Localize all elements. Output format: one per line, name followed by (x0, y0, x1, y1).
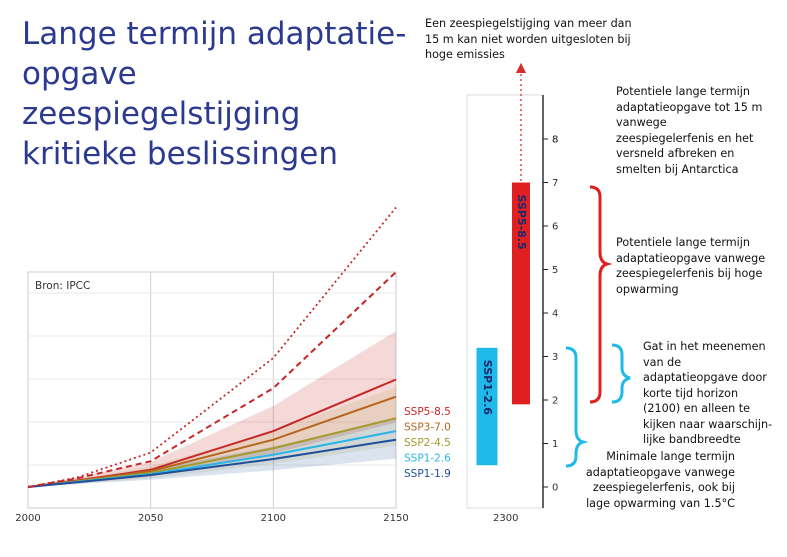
source-label: Bron: IPCC (35, 280, 90, 292)
brace-high (589, 185, 613, 404)
range-bar-label: SSP1-2.6 (481, 360, 494, 415)
y-tick-label: 7 (552, 178, 558, 189)
page-title: Lange termijn adaptatie-opgave zeespiege… (22, 16, 407, 172)
y-tick-label: 5 (552, 265, 558, 276)
note-top: Een zeespiegelstijging van meer dan 15 m… (425, 17, 632, 61)
y-tick-label: 2 (552, 396, 558, 407)
x-tick-label: 2000 (15, 513, 40, 524)
series-label: SSP1-2.6 (404, 453, 451, 465)
series-label: SSP5-8.5 (404, 406, 451, 418)
y-tick-label: 4 (552, 309, 558, 320)
note-bottom: Minimale lange termijn adaptatieopgave v… (585, 450, 735, 510)
note-upper-right: Potentiele lange termijn adaptatieopgave… (616, 85, 763, 176)
series-line (27, 438, 397, 488)
series-label: SSP1-1.9 (404, 468, 451, 480)
x-tick-label: 2100 (261, 513, 286, 524)
low-confidence-dashed-line (27, 271, 397, 488)
y-tick-label: 1 (552, 439, 558, 450)
y-tick-label: 8 (552, 135, 558, 146)
y-tick-label: 3 (552, 352, 558, 363)
note-gap: Gat in het meenemen van de adaptatieopga… (643, 340, 773, 446)
series-label: SSP2-4.5 (404, 437, 451, 449)
range-bar-label: SSP5-8.5 (515, 195, 528, 250)
y-tick-label: 8 (552, 135, 558, 146)
line-chart-frame (27, 271, 397, 509)
y-tick-label: 6 (552, 222, 558, 233)
range-bar (476, 347, 498, 466)
note-mid-right: Potentiele lange termijn adaptatieopgave… (616, 236, 766, 296)
x-tick-label: 2150 (383, 513, 408, 524)
series-label: SSP3-7.0 (404, 422, 451, 434)
x-tick-2300: 2300 (493, 513, 518, 524)
brace-low (565, 346, 589, 468)
x-tick-label: 2050 (138, 513, 163, 524)
range-bar (512, 182, 530, 405)
uncertainty-band (28, 418, 396, 487)
brace-gap (611, 343, 631, 404)
y-tick-label: 0 (552, 483, 558, 494)
